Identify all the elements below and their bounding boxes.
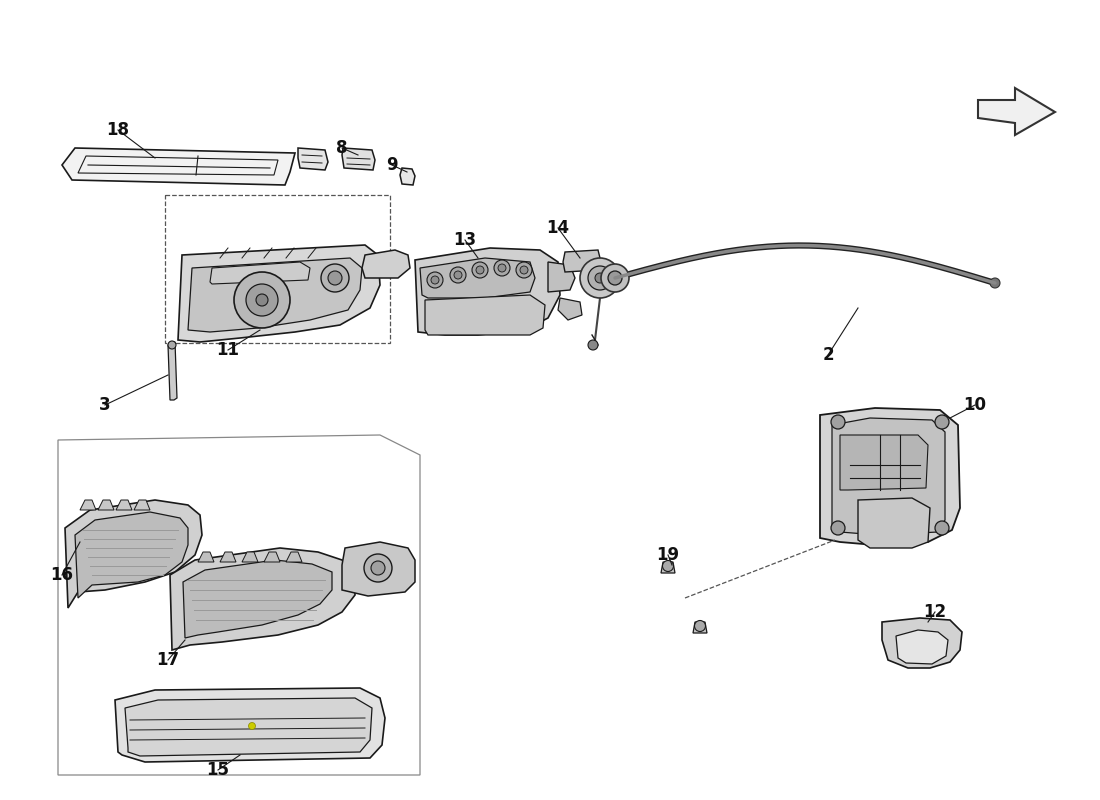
Circle shape bbox=[580, 258, 620, 298]
Circle shape bbox=[830, 521, 845, 535]
Polygon shape bbox=[116, 500, 132, 510]
Circle shape bbox=[246, 284, 278, 316]
Polygon shape bbox=[400, 168, 415, 185]
Text: 9: 9 bbox=[386, 156, 398, 174]
Text: 13: 13 bbox=[453, 231, 476, 249]
Circle shape bbox=[935, 521, 949, 535]
Text: 16: 16 bbox=[51, 566, 74, 584]
Text: 11: 11 bbox=[217, 341, 240, 359]
Text: 18: 18 bbox=[107, 121, 130, 139]
Circle shape bbox=[990, 278, 1000, 288]
Circle shape bbox=[472, 262, 488, 278]
Circle shape bbox=[168, 341, 176, 349]
Polygon shape bbox=[65, 500, 202, 608]
Polygon shape bbox=[858, 498, 930, 548]
Polygon shape bbox=[978, 88, 1055, 135]
Text: 2: 2 bbox=[822, 346, 834, 364]
Polygon shape bbox=[558, 298, 582, 320]
Text: 8: 8 bbox=[337, 139, 348, 157]
Circle shape bbox=[321, 264, 349, 292]
Polygon shape bbox=[548, 262, 575, 292]
Polygon shape bbox=[420, 258, 535, 298]
Circle shape bbox=[601, 264, 629, 292]
Polygon shape bbox=[98, 500, 114, 510]
Polygon shape bbox=[840, 435, 928, 490]
Text: 17: 17 bbox=[156, 651, 179, 669]
Circle shape bbox=[498, 264, 506, 272]
Polygon shape bbox=[198, 552, 214, 562]
Polygon shape bbox=[170, 548, 355, 650]
Polygon shape bbox=[116, 688, 385, 762]
Circle shape bbox=[454, 271, 462, 279]
Circle shape bbox=[608, 271, 622, 285]
Text: 12: 12 bbox=[923, 603, 947, 621]
Polygon shape bbox=[183, 560, 332, 638]
Circle shape bbox=[427, 272, 443, 288]
Bar bbox=[165, 195, 390, 343]
Circle shape bbox=[476, 266, 484, 274]
Circle shape bbox=[364, 554, 392, 582]
Text: 10: 10 bbox=[964, 396, 987, 414]
Circle shape bbox=[431, 276, 439, 284]
Polygon shape bbox=[80, 500, 96, 510]
Polygon shape bbox=[563, 250, 600, 272]
Polygon shape bbox=[342, 148, 375, 170]
Polygon shape bbox=[661, 562, 675, 573]
Polygon shape bbox=[125, 698, 372, 756]
Polygon shape bbox=[425, 295, 544, 335]
Circle shape bbox=[662, 561, 673, 571]
Circle shape bbox=[516, 262, 532, 278]
Polygon shape bbox=[896, 630, 948, 664]
Text: 19: 19 bbox=[657, 546, 680, 564]
Text: 15: 15 bbox=[207, 761, 230, 779]
Polygon shape bbox=[188, 258, 362, 332]
Circle shape bbox=[520, 266, 528, 274]
Polygon shape bbox=[298, 148, 328, 170]
Circle shape bbox=[830, 415, 845, 429]
Polygon shape bbox=[882, 618, 962, 668]
Circle shape bbox=[249, 722, 255, 730]
Circle shape bbox=[371, 561, 385, 575]
Polygon shape bbox=[178, 245, 380, 342]
Text: 14: 14 bbox=[547, 219, 570, 237]
Polygon shape bbox=[134, 500, 150, 510]
Circle shape bbox=[256, 294, 268, 306]
Polygon shape bbox=[168, 342, 177, 400]
Circle shape bbox=[328, 271, 342, 285]
Circle shape bbox=[588, 266, 612, 290]
Polygon shape bbox=[286, 552, 302, 562]
Polygon shape bbox=[362, 250, 410, 278]
Circle shape bbox=[694, 621, 705, 631]
Circle shape bbox=[595, 273, 605, 283]
Polygon shape bbox=[62, 148, 295, 185]
Polygon shape bbox=[820, 408, 960, 545]
Circle shape bbox=[935, 415, 949, 429]
Text: 3: 3 bbox=[99, 396, 111, 414]
Polygon shape bbox=[75, 512, 188, 598]
Polygon shape bbox=[210, 262, 310, 284]
Polygon shape bbox=[342, 542, 415, 596]
Polygon shape bbox=[264, 552, 280, 562]
Polygon shape bbox=[832, 418, 945, 535]
Polygon shape bbox=[242, 552, 258, 562]
Circle shape bbox=[234, 272, 290, 328]
Polygon shape bbox=[220, 552, 236, 562]
Circle shape bbox=[450, 267, 466, 283]
Circle shape bbox=[588, 340, 598, 350]
Circle shape bbox=[494, 260, 510, 276]
Polygon shape bbox=[415, 248, 560, 335]
Polygon shape bbox=[693, 622, 707, 633]
